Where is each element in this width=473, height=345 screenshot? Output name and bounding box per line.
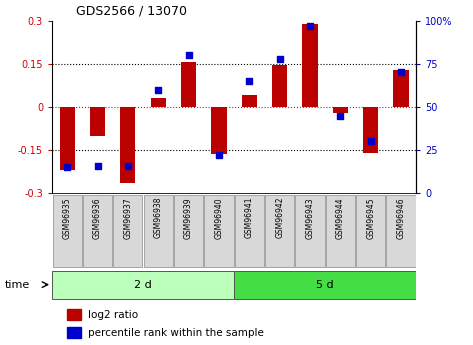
Bar (296, 196, 324, 267)
Bar (52, 270, 234, 298)
Bar (144, 196, 173, 267)
Bar (114, 196, 142, 267)
Bar (234, 270, 416, 298)
Bar (363, 107, 378, 153)
Bar (242, 96, 257, 107)
Point (63, 165, 71, 170)
Bar (90, 107, 105, 136)
Point (367, 139, 375, 144)
Text: GSM96935: GSM96935 (63, 197, 72, 239)
Text: GSM96945: GSM96945 (366, 197, 375, 239)
Bar (394, 70, 409, 107)
Point (276, 56, 283, 61)
Point (124, 163, 131, 168)
Bar (272, 65, 287, 107)
Text: GSM96946: GSM96946 (396, 197, 405, 239)
Text: 2 d: 2 d (134, 280, 152, 289)
Text: GSM96942: GSM96942 (275, 197, 284, 238)
Text: GSM96938: GSM96938 (154, 197, 163, 238)
Text: 5 d: 5 d (316, 280, 334, 289)
Text: GSM96937: GSM96937 (123, 197, 132, 239)
Bar (211, 107, 227, 155)
Bar (151, 98, 166, 107)
Bar (67, 327, 81, 338)
Bar (204, 196, 234, 267)
Text: GSM96943: GSM96943 (306, 197, 315, 239)
Text: GDS2566 / 13070: GDS2566 / 13070 (76, 4, 187, 17)
Bar (333, 107, 348, 113)
Point (245, 78, 253, 84)
Bar (83, 196, 112, 267)
Bar (53, 196, 82, 267)
Point (94, 163, 101, 168)
Point (397, 70, 405, 75)
Text: percentile rank within the sample: percentile rank within the sample (88, 328, 264, 338)
Text: GSM96936: GSM96936 (93, 197, 102, 239)
Bar (181, 62, 196, 107)
Bar (235, 196, 264, 267)
Bar (265, 196, 294, 267)
Point (155, 87, 162, 92)
Text: GSM96940: GSM96940 (214, 197, 223, 239)
Point (215, 152, 223, 158)
Bar (302, 23, 317, 107)
Text: GSM96939: GSM96939 (184, 197, 193, 239)
Bar (386, 196, 416, 267)
Point (306, 23, 314, 29)
Bar (67, 309, 81, 320)
Text: log2 ratio: log2 ratio (88, 310, 139, 320)
Point (337, 113, 344, 118)
Text: GSM96941: GSM96941 (245, 197, 254, 238)
Bar (60, 107, 75, 170)
Bar (120, 107, 135, 183)
Text: time: time (5, 280, 30, 289)
Bar (326, 196, 355, 267)
Point (185, 52, 193, 58)
Bar (174, 196, 203, 267)
Text: GSM96944: GSM96944 (336, 197, 345, 239)
Bar (356, 196, 385, 267)
